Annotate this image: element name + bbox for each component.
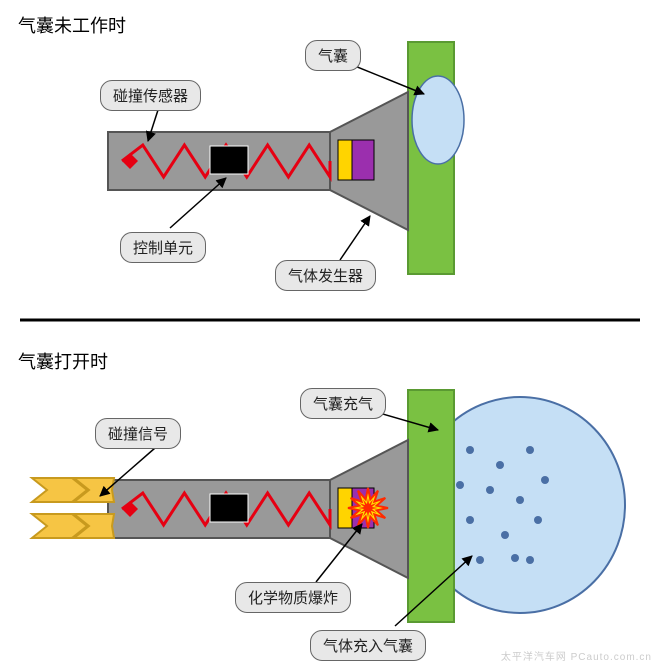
label-airbag: 气囊 [305, 40, 361, 71]
watermark: 太平洋汽车网 PCauto.com.cn [501, 648, 652, 663]
label-control: 控制单元 [120, 232, 206, 263]
label-explode: 化学物质爆炸 [235, 582, 351, 613]
label-fill: 气体充入气囊 [310, 630, 426, 661]
label-signal: 碰撞信号 [95, 418, 181, 449]
label-sensor: 碰撞传感器 [100, 80, 201, 111]
title-top: 气囊未工作时 [18, 12, 126, 38]
label-gas-generator: 气体发生器 [275, 260, 376, 291]
label-inflate: 气囊充气 [300, 388, 386, 419]
title-bottom: 气囊打开时 [18, 348, 108, 374]
